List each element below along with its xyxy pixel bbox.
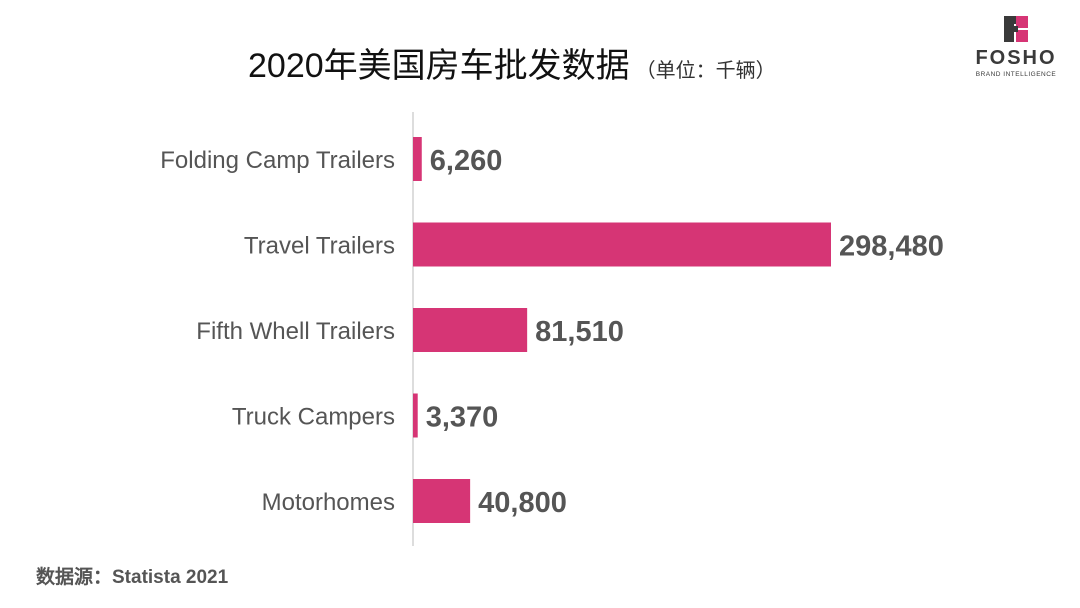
value-label: 3,370 (426, 402, 499, 434)
value-label: 6,260 (430, 145, 503, 177)
unit-label: （单位：千辆） (635, 60, 776, 82)
bar (413, 137, 422, 181)
category-label: Fifth Whell Trailers (196, 318, 395, 345)
svg-text:FOSHO: FOSHO (975, 47, 1056, 69)
svg-text:BRAND INTELLIGENCE: BRAND INTELLIGENCE (976, 71, 1057, 78)
value-label: 81,510 (535, 316, 624, 348)
bar (413, 222, 831, 267)
chart-title: 2020年美国房车批发数据 （单位：千辆） (248, 38, 776, 87)
category-label: Travel Trailers (244, 233, 395, 260)
bar (413, 393, 418, 438)
bar (413, 308, 528, 352)
value-label: 40,800 (478, 487, 567, 519)
category-label: Folding Camp Trailers (160, 147, 395, 174)
source-note: 数据源：Statista 2021 (36, 567, 229, 588)
bar (413, 479, 471, 523)
category-label: Motorhomes (262, 489, 395, 516)
fosho-logo: FOSHO BRAND INTELLIGENCE (975, 16, 1057, 78)
category-label: Truck Campers (232, 404, 395, 431)
title-text: 2020年美国房车批发数据 (248, 47, 630, 85)
value-label: 298,480 (839, 231, 944, 263)
